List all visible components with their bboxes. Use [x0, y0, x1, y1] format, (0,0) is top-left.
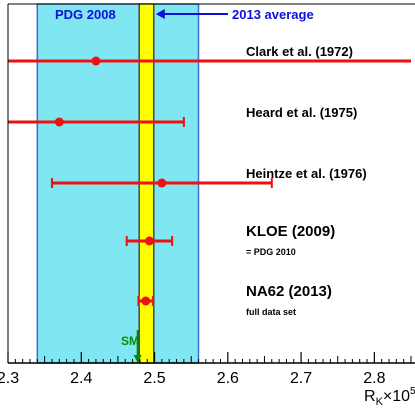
data-point	[91, 56, 101, 66]
data-point	[141, 296, 151, 306]
measurement-note: = PDG 2010	[246, 247, 296, 257]
sm-label: SM	[121, 334, 139, 348]
x-tick-label: 2.3	[0, 370, 19, 387]
average-2013-label: 2013 average	[232, 7, 314, 22]
measurement-label: Clark et al. (1972)	[246, 44, 353, 59]
average-arrow-head	[155, 9, 165, 19]
x-tick-label: 2.5	[143, 370, 165, 387]
data-point	[157, 178, 167, 188]
data-point	[54, 117, 64, 127]
x-tick-label: 2.6	[217, 370, 239, 387]
measurement-label: KLOE (2009)	[246, 223, 335, 240]
measurement-label: Heard et al. (1975)	[246, 105, 357, 120]
labels-layer: PDG 2008 2013 average Clark et al. (1972) H…	[55, 7, 367, 363]
measurements-layer	[8, 56, 411, 306]
measurement-note: full data set	[246, 307, 296, 317]
x-axis: 2.3 2.4 2.5 2.6 2.7 2.8RK×105	[0, 3, 415, 408]
sm-arrow-head	[133, 355, 142, 363]
x-axis-title: RK×105	[364, 386, 415, 408]
pdg-2008-label: PDG 2008	[55, 7, 116, 22]
measurement-label: Heintze et al. (1976)	[246, 166, 367, 181]
x-tick-label: 2.8	[363, 370, 385, 387]
measurement-label: NA62 (2013)	[246, 283, 332, 300]
data-point	[144, 236, 154, 246]
x-tick-label: 2.7	[290, 370, 312, 387]
x-tick-label: 2.4	[70, 370, 92, 387]
